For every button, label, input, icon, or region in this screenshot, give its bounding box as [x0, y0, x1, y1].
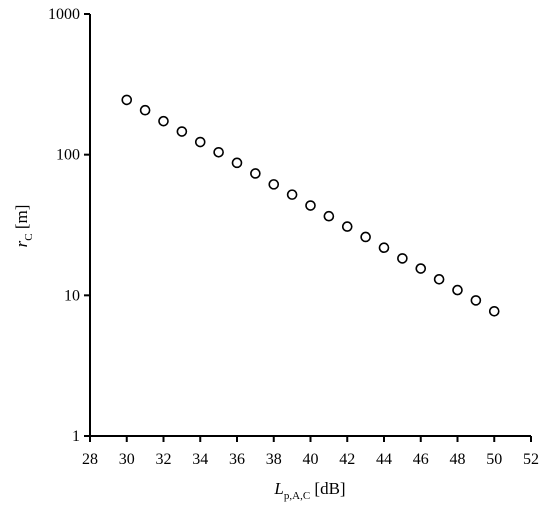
data-point: [176, 126, 188, 137]
data-point: [415, 263, 427, 274]
y-tick-label: 1: [72, 428, 80, 445]
data-point: [286, 189, 298, 200]
data-point: [194, 136, 206, 148]
data-point: [452, 284, 463, 296]
y-tick-label: 100: [56, 147, 80, 164]
y-tick-label: 1000: [48, 6, 80, 23]
data-point: [470, 295, 482, 306]
data-point: [488, 306, 500, 317]
data-point: [341, 221, 353, 232]
data-point: [360, 231, 371, 243]
data-point: [323, 210, 335, 222]
x-tick-label: 28: [82, 451, 98, 468]
x-tick-label: 30: [119, 451, 135, 468]
data-point: [158, 115, 169, 127]
data-point: [121, 94, 133, 106]
data-point: [250, 168, 261, 179]
x-tick-label: 48: [450, 451, 466, 468]
data-point: [268, 179, 280, 190]
x-tick-label: 32: [156, 451, 172, 468]
x-tick-label: 52: [523, 451, 539, 468]
x-tick-label: 46: [413, 451, 429, 468]
data-point: [433, 274, 445, 285]
x-tick-label: 36: [229, 451, 245, 468]
data-point: [213, 146, 224, 158]
y-axis: 1 10 100 1000: [48, 6, 91, 445]
data-point: [231, 157, 243, 169]
data-point: [397, 253, 408, 264]
x-axis-title: Lp,A,C [dB]: [273, 479, 345, 502]
x-tick-label: 42: [339, 451, 355, 468]
data-point: [305, 200, 316, 211]
data-point: [378, 242, 390, 254]
y-axis-title: rC [m]: [12, 205, 35, 248]
x-tick-label: 44: [376, 451, 392, 468]
data-points: [121, 94, 500, 317]
x-axis: 28 30 32 34 36 38 40 42 44 46 48 50 52: [82, 435, 539, 468]
y-tick-label: 10: [64, 287, 80, 304]
x-tick-label: 50: [486, 451, 502, 468]
x-tick-label: 40: [303, 451, 319, 468]
data-point: [139, 104, 151, 116]
x-tick-label: 34: [192, 451, 208, 468]
x-tick-label: 38: [266, 451, 282, 468]
